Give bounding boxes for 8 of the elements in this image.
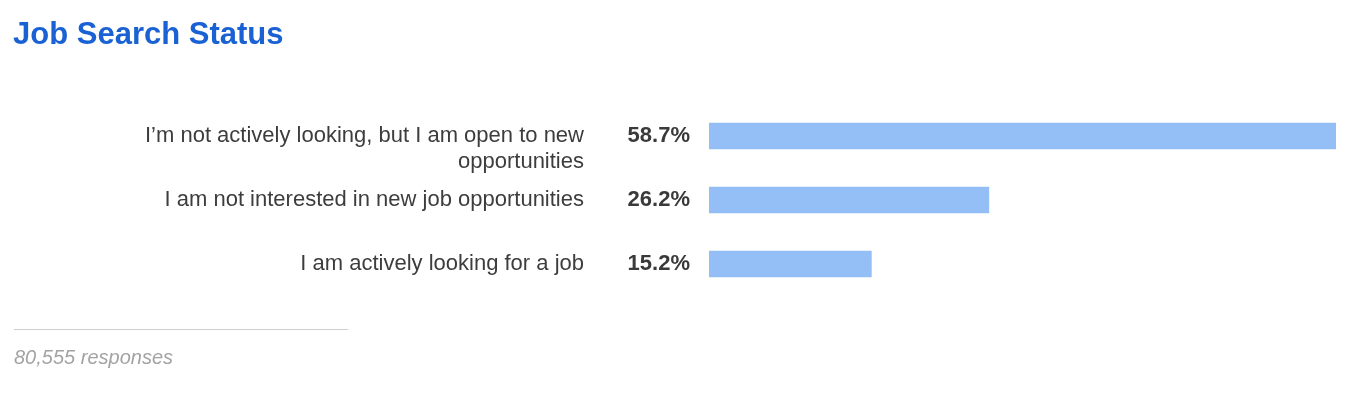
y-tick-label: I’m not actively looking, but I am open to new opportunities <box>144 122 585 174</box>
data-label: 58.7% <box>627 122 690 148</box>
y-tick-label: I am not interested in new job opportunities <box>164 186 584 212</box>
text: Job Search Status <box>13 16 284 52</box>
data-label: 15.2% <box>627 250 690 276</box>
y-tick-label: I am actively looking for a job <box>300 250 584 276</box>
data-label: 26.2% <box>627 186 690 212</box>
text: 80,555 responses <box>14 346 174 369</box>
